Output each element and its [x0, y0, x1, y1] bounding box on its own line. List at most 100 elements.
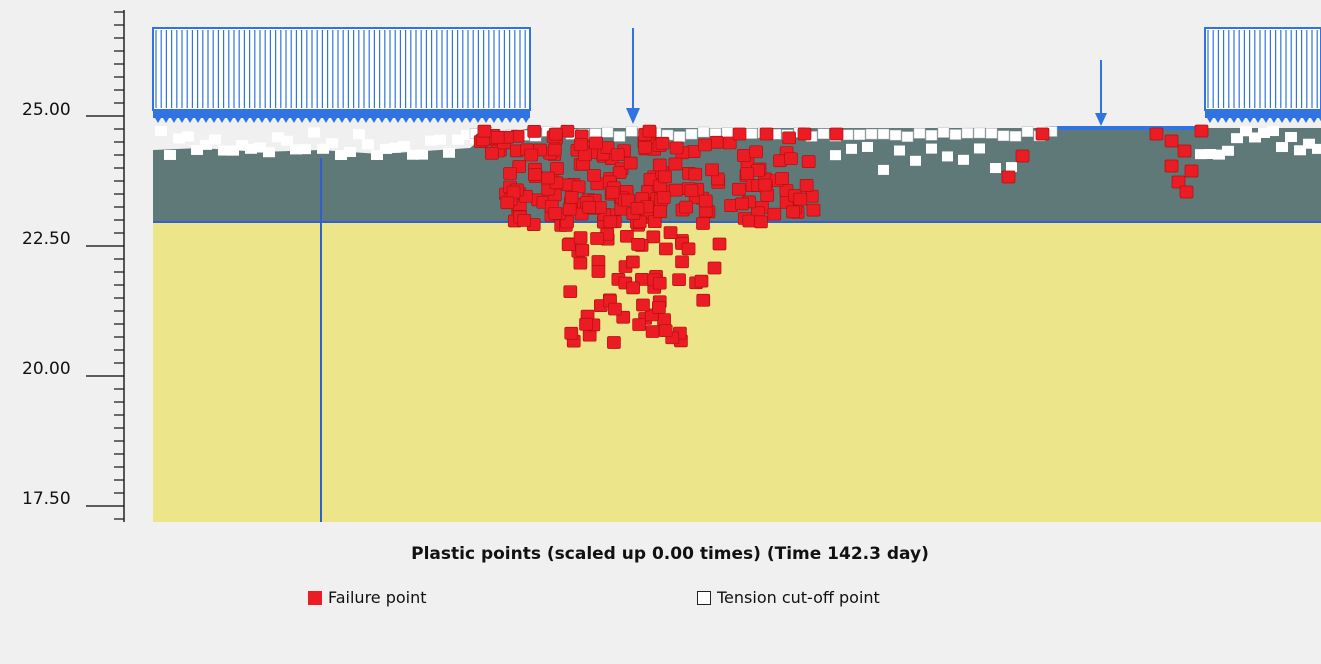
- load-arrowhead: [459, 118, 465, 123]
- failure-point: [698, 138, 712, 152]
- load-arrowhead: [1215, 118, 1221, 123]
- tension-point: [1231, 133, 1243, 144]
- failure-point: [1177, 144, 1192, 158]
- tension-point: [1285, 132, 1297, 143]
- tension-point: [1240, 126, 1252, 137]
- tension-point: [1195, 149, 1207, 160]
- failure-point: [793, 192, 808, 206]
- load-arrowhead: [1303, 118, 1309, 123]
- load-arrowhead: [291, 118, 297, 123]
- load-arrowhead: [171, 118, 177, 123]
- tension-point: [335, 149, 347, 160]
- failure-point: [658, 170, 672, 184]
- load-arrowhead: [387, 118, 393, 123]
- tension-point: [164, 149, 176, 160]
- tension-point: [308, 127, 320, 138]
- tension-point: [910, 155, 921, 166]
- tension-point: [817, 128, 830, 139]
- tension-point: [218, 145, 230, 156]
- y-tick-label: 25.00: [22, 100, 71, 120]
- tension-point: [853, 129, 866, 141]
- load-arrowhead: [355, 118, 361, 123]
- tension-point: [894, 145, 905, 156]
- tension-point: [263, 147, 275, 158]
- failure-point: [694, 274, 709, 288]
- tension-point: [200, 139, 212, 150]
- failure-point: [573, 138, 588, 151]
- failure-point: [804, 189, 819, 203]
- load-arrowhead: [331, 118, 337, 123]
- failure-point: [652, 276, 667, 290]
- tension-point: [613, 131, 626, 142]
- tension-point: [209, 134, 221, 145]
- failure-point: [688, 167, 703, 181]
- tension-point: [958, 154, 969, 165]
- tension-point: [389, 142, 401, 153]
- load-arrowhead: [1279, 118, 1285, 123]
- failure-point: [527, 125, 542, 138]
- failure-point: [1015, 149, 1030, 163]
- load-arrowhead: [1295, 118, 1301, 123]
- load-arrowhead: [307, 118, 313, 123]
- tension-point: [272, 132, 284, 143]
- failure-point: [1171, 175, 1186, 189]
- tension-point: [182, 131, 194, 142]
- failure-point: [582, 200, 596, 214]
- failure-point: [550, 162, 564, 175]
- load-arrowhead: [1287, 118, 1293, 123]
- failure-point: [623, 156, 638, 170]
- y-tick-label: 22.50: [22, 229, 71, 249]
- failure-point: [801, 155, 816, 168]
- load-arrowhead: [1239, 118, 1245, 123]
- failure-point: [1179, 185, 1194, 199]
- tension-point: [281, 135, 293, 146]
- load-arrowhead: [1311, 118, 1317, 123]
- load-arrowhead: [515, 118, 521, 123]
- load-arrowhead: [395, 118, 401, 123]
- failure-point: [797, 127, 812, 141]
- failure-point: [485, 146, 499, 160]
- failure-point: [758, 178, 773, 192]
- failure-point: [698, 194, 713, 208]
- load-arrowhead: [363, 118, 369, 123]
- load-arrowhead: [419, 118, 425, 123]
- load-arrowhead: [1263, 118, 1269, 123]
- tension-point: [236, 140, 248, 151]
- tension-point: [1009, 131, 1022, 142]
- tension-point: [889, 129, 902, 141]
- failure-point: [668, 183, 683, 197]
- load-arrowhead: [435, 118, 441, 123]
- failure-point: [696, 217, 710, 230]
- load-arrowhead: [227, 118, 233, 123]
- failure-points: [473, 124, 1209, 349]
- load-arrowhead: [299, 118, 305, 123]
- failure-point: [732, 127, 747, 141]
- failure-point: [767, 207, 782, 221]
- tension-point: [173, 133, 185, 144]
- tension-point: [1267, 126, 1279, 137]
- load-arrowhead: [451, 118, 457, 123]
- load-arrowhead: [443, 118, 449, 123]
- tension-point: [1312, 143, 1321, 154]
- failure-point: [605, 186, 620, 199]
- load-arrowhead: [523, 118, 529, 123]
- failure-point: [500, 196, 515, 210]
- tension-point: [865, 128, 878, 140]
- failure-point: [1001, 170, 1016, 184]
- failure-point: [784, 152, 798, 166]
- failure-point: [645, 325, 660, 338]
- tension-point: [937, 127, 950, 138]
- failure-point: [517, 214, 532, 227]
- tension-point: [878, 164, 889, 175]
- load-arrowhead: [507, 118, 513, 123]
- vertical-axis: [86, 10, 125, 522]
- load-arrowhead: [219, 118, 225, 123]
- failure-point: [732, 182, 746, 196]
- failure-point: [722, 136, 737, 150]
- failure-point: [631, 238, 645, 251]
- tension-point: [1276, 142, 1288, 153]
- failure-point: [829, 127, 844, 141]
- soil-layers: [153, 126, 1321, 522]
- failure-point: [564, 191, 579, 204]
- tension-point: [398, 141, 410, 152]
